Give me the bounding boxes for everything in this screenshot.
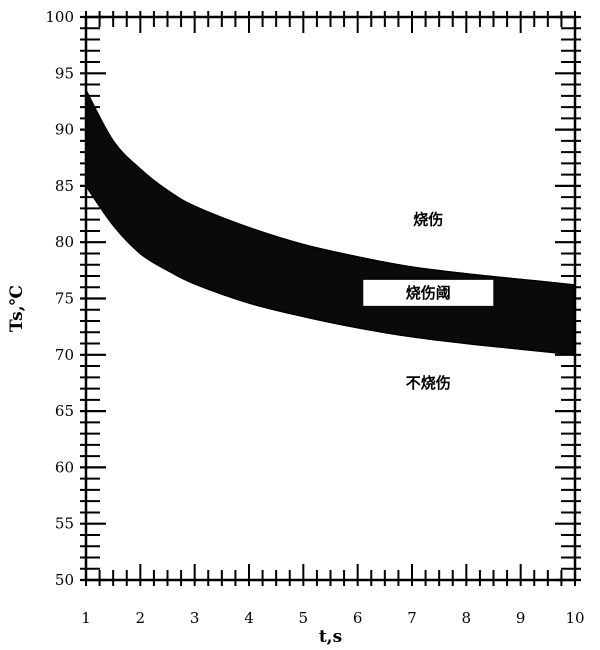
burn-region-label: 烧伤 (413, 211, 443, 229)
x-tick-label: 7 (407, 609, 417, 627)
y-tick-label: 50 (55, 571, 74, 589)
threshold-label: 烧伤阈 (406, 284, 451, 302)
x-tick-label: 6 (353, 609, 363, 627)
no-burn-region-label: 不烧伤 (406, 374, 451, 392)
x-tick-label: 9 (516, 609, 526, 627)
lower-boundary-line (85, 185, 576, 356)
y-tick-label: 70 (55, 346, 74, 364)
y-tick-label: 55 (55, 515, 74, 533)
y-axis-title: Ts,℃ (7, 285, 27, 332)
y-tick-labels: 50 55 60 65 70 75 80 85 90 95 100 (45, 8, 74, 589)
x-tick-label: 8 (462, 609, 472, 627)
x-tick-labels: 1 2 3 4 5 6 7 8 9 10 (81, 609, 584, 627)
x-tick-label: 3 (190, 609, 200, 627)
threshold-band (85, 89, 576, 356)
y-tick-label: 100 (45, 8, 74, 26)
y-tick-label: 90 (55, 121, 74, 139)
y-tick-label: 80 (55, 233, 74, 251)
y-tick-label: 85 (55, 177, 74, 195)
x-tick-label: 1 (81, 609, 91, 627)
x-tick-label: 5 (299, 609, 309, 627)
y-tick-label: 95 (55, 64, 74, 82)
x-tick-label: 10 (565, 609, 584, 627)
x-axis-title: t,s (319, 627, 342, 647)
threshold-label-box (363, 279, 494, 306)
upper-boundary-line (85, 89, 576, 286)
plot-frame (84, 15, 577, 582)
y-tick-label: 75 (55, 290, 74, 308)
plot-border (84, 15, 577, 582)
y-tick-label: 60 (55, 458, 74, 476)
y-tick-label: 65 (55, 402, 74, 420)
band-area (85, 89, 576, 356)
x-tick-label: 4 (244, 609, 254, 627)
x-tick-label: 2 (136, 609, 146, 627)
